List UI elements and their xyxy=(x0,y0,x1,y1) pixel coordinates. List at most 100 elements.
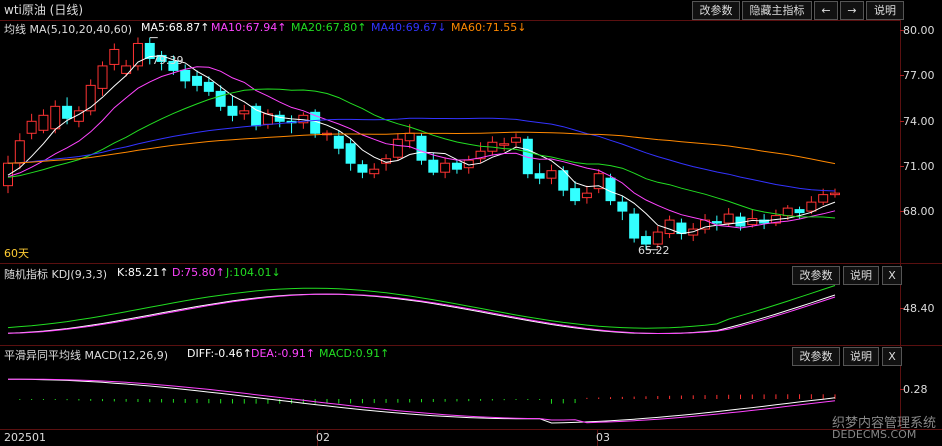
y-tick-74: 74.00 xyxy=(903,115,935,128)
low-price-label: 65.22 xyxy=(638,244,670,257)
y-tick-mark xyxy=(900,30,904,31)
candle-down xyxy=(251,105,262,127)
ma40-line xyxy=(7,117,836,192)
prev-arrow-button[interactable]: ← xyxy=(814,1,838,20)
candle-down xyxy=(416,135,427,161)
candle-up xyxy=(73,110,84,122)
candle-down xyxy=(227,105,238,116)
candle-down xyxy=(794,209,805,214)
ma-kdj-separator xyxy=(0,263,942,264)
candle-down xyxy=(192,75,203,86)
candle-up xyxy=(475,150,486,160)
ma10-line xyxy=(7,66,836,229)
candle-up xyxy=(499,143,510,146)
period-label: 60天 xyxy=(4,247,29,260)
candle-down xyxy=(203,81,214,92)
candle-down xyxy=(640,236,651,245)
candle-up xyxy=(85,84,96,112)
macd-value: MACD:0.91↑ xyxy=(319,347,390,360)
y-tick-80: 80.00 xyxy=(903,24,935,37)
kdj-k-value: K:85.21↑ xyxy=(117,266,169,279)
next-arrow-button[interactable]: → xyxy=(840,1,864,20)
watermark-line1: 织梦内容管理系统 xyxy=(832,416,937,431)
candle-down xyxy=(711,221,722,224)
x-label-03: 03 xyxy=(596,431,610,444)
candle-down xyxy=(570,188,581,202)
kdj-j-line xyxy=(7,285,836,329)
x-label-202501: 202501 xyxy=(4,431,46,444)
y-tick-mark xyxy=(900,389,904,390)
kdj-d-value: D:75.80↑ xyxy=(172,266,225,279)
candle-up xyxy=(652,231,663,245)
y-tick-77: 77.00 xyxy=(903,69,935,82)
ma40-value: MA40:69.67↓ xyxy=(371,21,447,34)
ma-legend-title: 均线 MA(5,10,20,40,60) xyxy=(4,23,133,36)
x-tick-mark xyxy=(317,429,318,446)
macd-y-tick: 0.28 xyxy=(903,383,928,396)
candle-up xyxy=(26,120,37,134)
ma60-line xyxy=(7,131,836,165)
candle-up xyxy=(806,201,817,212)
macd-dea-value: DEA:-0.91↑ xyxy=(251,347,316,360)
kdj-help-button[interactable]: 说明 xyxy=(843,266,879,285)
help-button[interactable]: 说明 xyxy=(866,1,904,20)
candle-up xyxy=(664,219,675,235)
kdj-close-button[interactable]: X xyxy=(882,266,902,285)
macd-legend-title: 平滑异同平均线 MACD(12,26,9) xyxy=(4,349,169,362)
candle-up xyxy=(723,213,734,224)
candle-up xyxy=(3,162,13,187)
kdj-d-line xyxy=(7,293,836,334)
candle-down xyxy=(451,162,462,170)
candle-down xyxy=(534,173,545,179)
candle-up xyxy=(239,110,250,115)
ma60-value: MA60:71.55↓ xyxy=(451,21,527,34)
x-axis-separator xyxy=(0,429,942,430)
candle-down xyxy=(180,69,191,82)
y-tick-mark xyxy=(900,211,904,212)
x-tick-mark xyxy=(597,429,598,446)
params-button[interactable]: 改参数 xyxy=(692,1,740,20)
candle-up xyxy=(109,48,120,65)
candle-up xyxy=(97,65,108,89)
candle-down xyxy=(629,213,640,239)
hide-main-indicator-button[interactable]: 隐藏主指标 xyxy=(742,1,812,20)
y-tick-68: 68.00 xyxy=(903,205,935,218)
x-label-02: 02 xyxy=(316,431,330,444)
candle-down xyxy=(345,143,356,164)
top-separator xyxy=(0,20,900,21)
candle-down xyxy=(759,219,770,224)
window-title: wti原油 (日线) xyxy=(4,3,84,17)
ma20-line xyxy=(7,88,836,219)
kdj-y-tick: 48.40 xyxy=(903,302,935,315)
candle-up xyxy=(14,140,25,164)
ma10-value: MA10:67.94↑ xyxy=(211,21,287,34)
macd-dea-line xyxy=(8,378,836,424)
candle-up xyxy=(38,114,49,131)
candle-down xyxy=(605,177,616,202)
y-tick-mark xyxy=(900,75,904,76)
candle-down xyxy=(333,135,344,149)
candle-down xyxy=(522,138,533,175)
candle-down xyxy=(617,201,628,212)
candle-up xyxy=(782,207,793,217)
candle-up xyxy=(830,192,840,196)
ma5-value: MA5:68.87↑ xyxy=(141,21,210,34)
macd-close-button[interactable]: X xyxy=(882,347,902,366)
candle-down xyxy=(62,105,73,119)
candle-up xyxy=(132,42,143,67)
candle-up xyxy=(818,194,829,203)
y-tick-71: 71.00 xyxy=(903,160,935,173)
candle-up xyxy=(381,158,392,164)
kdj-params-button[interactable]: 改参数 xyxy=(792,266,840,285)
macd-help-button[interactable]: 说明 xyxy=(843,347,879,366)
y-tick-mark xyxy=(900,121,904,122)
macd-params-button[interactable]: 改参数 xyxy=(792,347,840,366)
candle-down xyxy=(357,164,368,173)
candle-up xyxy=(511,137,522,143)
candle-up xyxy=(747,218,758,226)
kdj-macd-separator xyxy=(0,345,942,346)
candle-down xyxy=(215,90,226,107)
candle-up xyxy=(369,168,380,175)
watermark-line2: DEDECMS.COM xyxy=(832,428,917,441)
candle-up xyxy=(581,192,592,199)
